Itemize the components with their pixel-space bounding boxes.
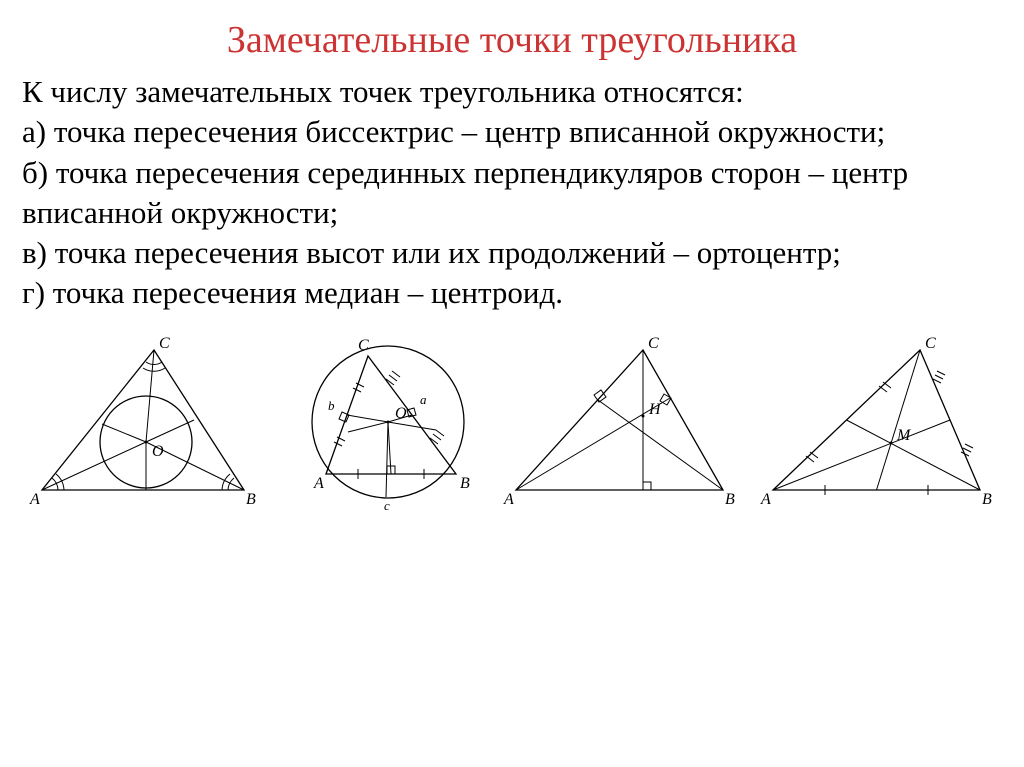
svg-text:b: b [328,398,335,413]
svg-text:B: B [246,491,256,508]
svg-text:A: A [313,475,324,492]
svg-text:C: C [648,335,659,352]
diagram-incenter: A B C O [24,332,264,512]
page-title: Замечательные точки треугольника [22,18,1002,62]
svg-text:O: O [152,443,164,460]
diagram-row: A B C O [22,332,1002,512]
item-v: в) точка пересечения высот или их продол… [22,233,1002,273]
svg-text:B: B [460,475,470,492]
svg-text:M: M [896,427,912,444]
svg-text:O: O [395,405,407,422]
svg-text:H: H [648,401,662,418]
svg-text:a: a [420,392,427,407]
item-g: г) точка пересечения медиан – центроид. [22,273,1002,313]
svg-text:A: A [29,491,40,508]
svg-text:c: c [384,498,390,512]
svg-text:C: C [925,335,936,352]
svg-text:C: C [159,335,170,352]
item-b: б) точка пересечения серединных перпенди… [22,153,1002,234]
diagram-centroid: M A B C [755,332,1000,512]
diagram-orthocenter: H A B C [498,332,743,512]
svg-text:C: C [358,337,369,354]
body-text: К числу замечательных точек треугольника… [22,72,1002,314]
svg-text:B: B [982,491,992,508]
diagram-circumcenter: A B C O a b c [276,332,486,512]
item-a: а) точка пересечения биссектрис – центр … [22,112,1002,152]
svg-text:A: A [503,491,514,508]
svg-text:B: B [725,491,735,508]
svg-text:A: A [760,491,771,508]
intro-line: К числу замечательных точек треугольника… [22,72,1002,112]
